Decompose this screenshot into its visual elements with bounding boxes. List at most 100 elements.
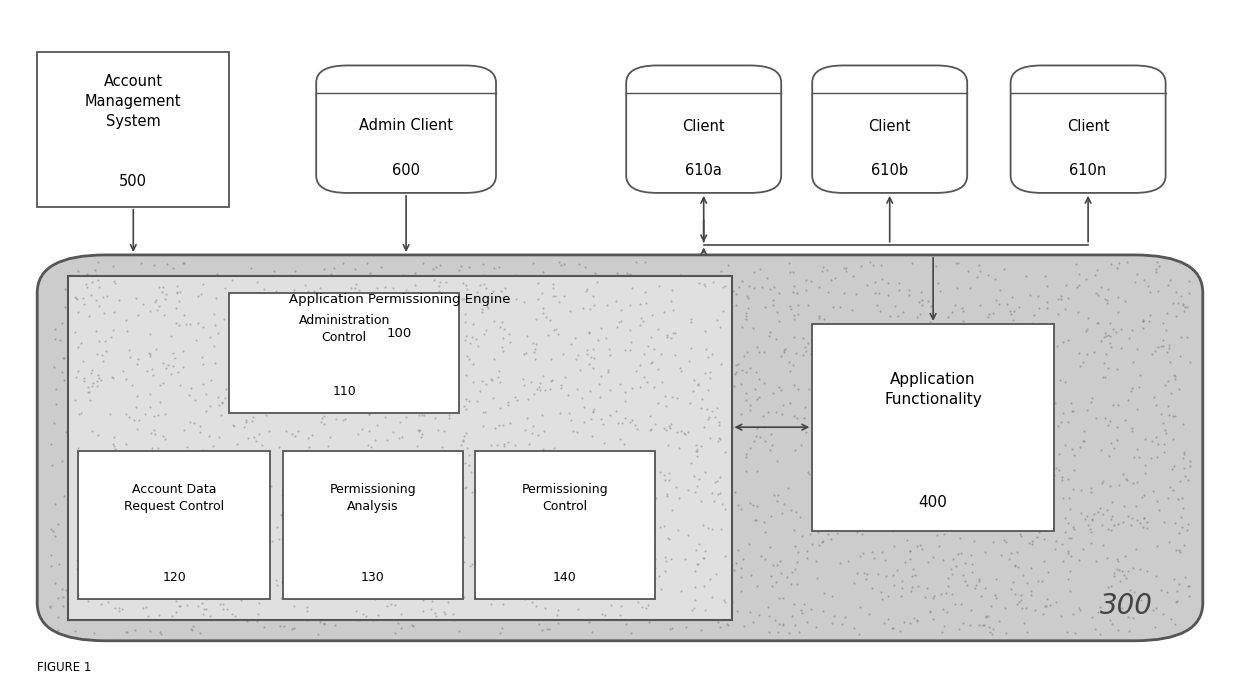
Point bbox=[82, 367, 102, 378]
Point bbox=[618, 536, 637, 547]
Point bbox=[193, 603, 213, 614]
Point bbox=[1109, 480, 1128, 491]
Point bbox=[455, 483, 475, 494]
Point bbox=[317, 565, 337, 576]
Point bbox=[587, 506, 606, 517]
Point bbox=[253, 305, 273, 316]
Point bbox=[1123, 613, 1143, 624]
Point bbox=[962, 567, 982, 578]
Point bbox=[626, 484, 646, 495]
Point bbox=[625, 311, 645, 322]
Point bbox=[761, 511, 781, 522]
Point bbox=[498, 396, 518, 407]
Point bbox=[53, 353, 73, 364]
Point bbox=[785, 564, 805, 575]
Point bbox=[161, 440, 181, 451]
Point bbox=[166, 462, 186, 473]
Point bbox=[632, 564, 652, 575]
Point bbox=[153, 358, 172, 369]
Point bbox=[326, 396, 346, 407]
Point bbox=[427, 449, 446, 460]
Point bbox=[460, 560, 480, 571]
Point bbox=[815, 587, 835, 598]
Point bbox=[84, 343, 104, 354]
Point bbox=[461, 377, 481, 388]
Point bbox=[252, 527, 272, 538]
Point bbox=[341, 282, 361, 294]
Point bbox=[1152, 340, 1172, 351]
Point bbox=[255, 454, 275, 465]
Point bbox=[981, 369, 1001, 380]
Point bbox=[656, 400, 676, 411]
Point bbox=[655, 325, 675, 336]
Point bbox=[784, 331, 804, 342]
Point bbox=[980, 431, 999, 442]
Point bbox=[435, 548, 455, 559]
Point bbox=[428, 502, 448, 513]
Point bbox=[139, 548, 159, 559]
Point bbox=[656, 551, 676, 562]
Point bbox=[506, 404, 526, 415]
Point bbox=[533, 266, 553, 277]
Point bbox=[755, 435, 775, 446]
Point bbox=[606, 405, 626, 416]
Point bbox=[108, 486, 128, 497]
Point bbox=[308, 594, 327, 605]
Point bbox=[525, 474, 544, 485]
Point bbox=[348, 395, 368, 406]
Point bbox=[253, 389, 273, 400]
Point bbox=[714, 435, 734, 446]
Point bbox=[66, 345, 86, 356]
Point bbox=[661, 419, 681, 430]
Point bbox=[760, 541, 780, 552]
Point bbox=[348, 418, 368, 429]
Point bbox=[372, 361, 392, 372]
Point bbox=[314, 467, 334, 478]
Point bbox=[1012, 508, 1032, 520]
Point bbox=[495, 494, 515, 505]
Point bbox=[983, 332, 1003, 343]
Point bbox=[146, 295, 166, 306]
Point bbox=[1178, 518, 1198, 529]
Point bbox=[352, 330, 372, 341]
Point bbox=[1001, 547, 1021, 558]
Point bbox=[618, 497, 637, 508]
Point bbox=[547, 415, 567, 426]
Point bbox=[604, 484, 624, 495]
Point bbox=[522, 556, 542, 567]
Point bbox=[506, 313, 526, 325]
Point bbox=[339, 521, 358, 532]
Point bbox=[64, 560, 84, 571]
Point bbox=[1125, 452, 1145, 463]
Point bbox=[1095, 328, 1115, 339]
Point bbox=[1107, 518, 1127, 529]
Point bbox=[554, 291, 574, 302]
Point bbox=[967, 271, 987, 282]
Point bbox=[647, 364, 667, 375]
Point bbox=[153, 468, 172, 479]
Point bbox=[193, 596, 213, 607]
Point bbox=[1092, 476, 1112, 487]
Point bbox=[867, 474, 887, 485]
Point bbox=[305, 425, 325, 436]
Point bbox=[538, 277, 558, 288]
Point bbox=[631, 533, 651, 544]
Point bbox=[568, 349, 588, 360]
Point bbox=[1166, 518, 1185, 529]
Point bbox=[315, 264, 335, 275]
Point bbox=[947, 548, 967, 559]
Point bbox=[136, 378, 156, 389]
Point bbox=[305, 278, 325, 289]
Point bbox=[456, 482, 476, 493]
Point bbox=[270, 533, 290, 544]
Point bbox=[455, 401, 475, 412]
Point bbox=[79, 546, 99, 557]
Point bbox=[870, 260, 890, 271]
Point bbox=[216, 526, 236, 537]
Point bbox=[1130, 564, 1149, 575]
Point bbox=[439, 285, 459, 296]
Point bbox=[650, 562, 670, 573]
Point bbox=[494, 500, 513, 511]
Point bbox=[100, 390, 120, 401]
Point bbox=[82, 289, 102, 300]
